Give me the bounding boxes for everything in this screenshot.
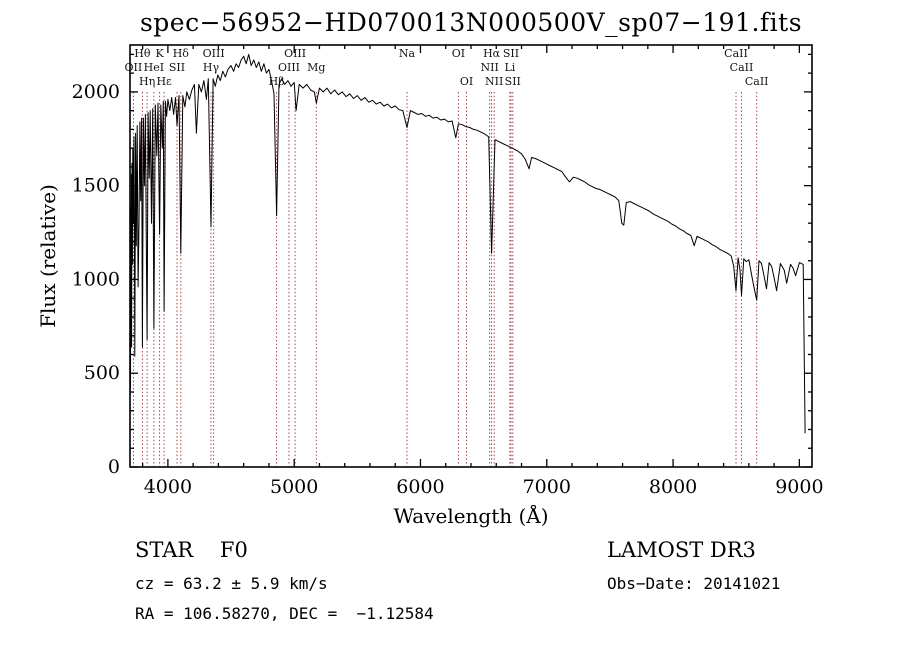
spectral-line-label: CaII: [730, 61, 754, 74]
x-tick-label: 5000: [270, 476, 318, 498]
spectral-line-label: Mg: [307, 61, 325, 74]
ra-dec-value: RA = 106.58270, DEC = −1.12584: [135, 604, 434, 623]
spectral-line-label: Hε: [156, 75, 172, 88]
x-axis-label: Wavelength (Å): [393, 503, 548, 528]
y-tick-label: 0: [108, 456, 120, 478]
spectral-line-label: OIII: [278, 61, 300, 74]
spectral-line-label: OI: [452, 47, 465, 60]
x-tick-label: 7000: [523, 476, 571, 498]
survey-label: LAMOST DR3: [607, 538, 756, 562]
spectral-line-label: CaII: [745, 75, 769, 88]
spectral-line-label: Na: [399, 47, 416, 60]
spectrum-line: [129, 53, 806, 436]
spectral-line-label: Hγ: [203, 61, 220, 74]
x-tick-label: 8000: [649, 476, 697, 498]
cz-value: cz = 63.2 ± 5.9 km/s: [135, 574, 328, 593]
spectrum-trace: [129, 53, 806, 436]
object-class-label: STAR F0: [135, 538, 248, 562]
spectral-line-label: OIII: [203, 47, 225, 60]
spectral-line-label: NII: [481, 61, 499, 74]
y-tick-label: 2000: [72, 81, 120, 103]
spectral-line-label: K: [155, 47, 164, 60]
y-axis-label: Flux (relative): [36, 184, 60, 328]
spectral-line-label: SII: [505, 75, 521, 88]
obs-date-value: Obs−Date: 20141021: [607, 574, 780, 593]
spectral-line-label: OIII: [284, 47, 306, 60]
spectral-line-label: Li: [504, 61, 515, 74]
spectral-line-label: CaII: [724, 47, 748, 60]
spectral-line-label: HeI: [144, 61, 164, 74]
spectral-line-label: Hα: [483, 47, 501, 60]
spectral-line-label: OII: [125, 61, 143, 74]
spectral-line-label: Hη: [139, 75, 155, 88]
axis-ticks: 4000 5000 6000 7000 8000 9000 0 500 1000 1500 2000: [72, 45, 824, 498]
x-tick-label: 4000: [144, 476, 192, 498]
spectral-line-label: NII: [485, 75, 503, 88]
spectral-line-label: SII: [169, 61, 185, 74]
x-tick-label: 6000: [396, 476, 444, 498]
spectral-line-label: SII: [503, 47, 519, 60]
x-tick-label: 9000: [775, 476, 823, 498]
spectral-line-label: Hδ: [173, 47, 190, 60]
y-tick-label: 1000: [72, 268, 120, 290]
spectral-line-label: OI: [460, 75, 473, 88]
y-tick-label: 1500: [72, 175, 120, 197]
y-tick-label: 500: [84, 362, 120, 384]
plot-frame: [129, 44, 813, 468]
plot-title: spec−56952−HD070013N000500V_sp07−191.fit…: [140, 8, 802, 37]
spectral-line-label: Hθ: [134, 47, 151, 60]
